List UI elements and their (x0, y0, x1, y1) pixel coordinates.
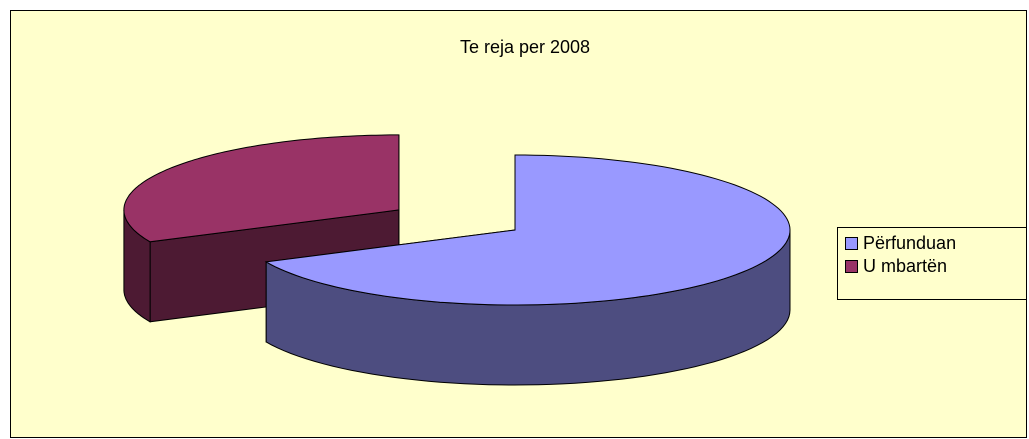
pie (123, 134, 791, 386)
legend-label: U mbartën (863, 256, 947, 276)
slice-top (123, 134, 400, 243)
slice-top (264, 154, 791, 306)
legend-items: Përfunduan U mbartën (845, 233, 956, 276)
legend (837, 227, 1027, 300)
legend-swatch (845, 260, 858, 273)
chart-title: Te reja per 2008 (460, 37, 590, 57)
legend-swatch (845, 237, 858, 250)
legend-label: Përfunduan (863, 233, 956, 253)
